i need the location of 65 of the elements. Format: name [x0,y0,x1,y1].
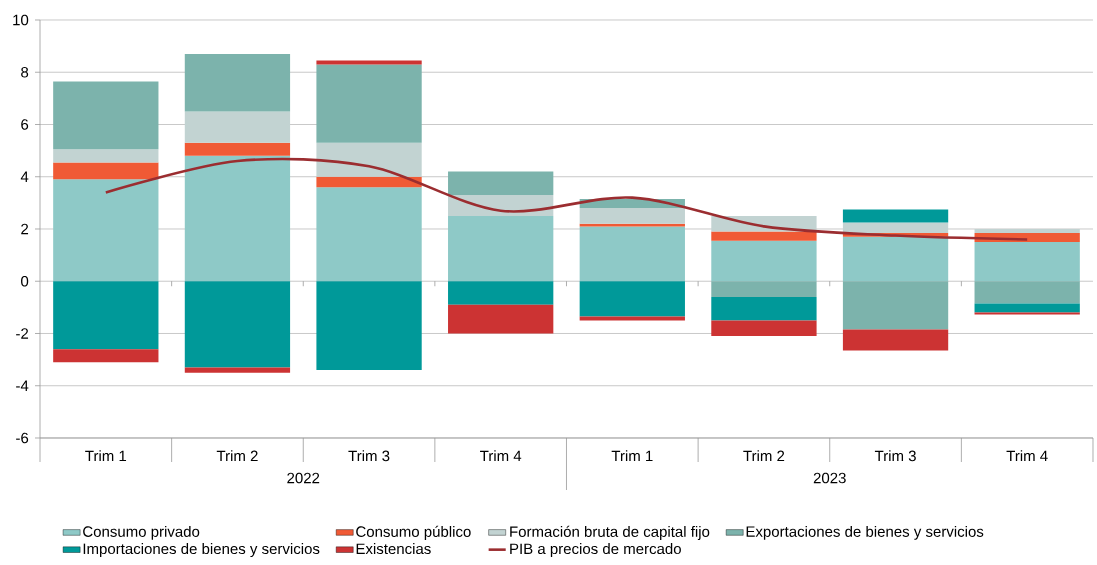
bar [711,281,817,297]
bar [711,240,817,282]
bar [53,162,159,180]
bar [448,215,554,282]
x-tick-label: Trim 1 [85,450,127,462]
bar [842,329,949,351]
bar [53,149,159,163]
bar [842,236,949,282]
bar [316,281,422,371]
bar [842,222,949,233]
bar [184,142,291,156]
legend-label: Existencias [356,543,431,555]
x-tick-label: Trim 1 [611,450,653,462]
bar [974,281,1080,304]
bar [184,367,291,373]
text: 2022 [287,472,320,484]
bar [448,304,554,334]
bar [184,53,291,112]
y-tick-label: 6 [21,119,29,130]
y-tick-label: -4 [16,380,29,391]
bar [316,176,422,188]
bar [316,187,422,282]
bar [53,349,159,363]
bar [974,242,1080,282]
bar [53,179,159,282]
bar [184,111,291,143]
bar [448,171,554,196]
x-tick-label: Trim 4 [480,450,522,462]
bar [842,281,949,330]
bar [53,281,159,350]
text: 2023 [813,472,846,484]
x-tick-label: Trim 2 [743,450,785,462]
bar [711,296,817,321]
bar [842,209,949,223]
y-tick-label: 0 [21,275,29,287]
bar [316,64,422,143]
y-tick-label: -2 [16,328,29,339]
y-tick-label: 8 [21,66,29,78]
bar [579,281,685,317]
x-tick-label: Trim 2 [216,450,258,462]
legend-label: Consumo privado [83,525,200,540]
bar [974,303,1080,313]
x-tick-label: Trim 3 [348,450,390,462]
y-tick-label: -6 [16,432,29,444]
bar [579,226,685,282]
legend-label: Exportaciones de bienes y servicios [746,525,984,540]
bar [184,281,291,368]
legend-label: Consumo público [356,525,471,540]
bar [974,229,1080,233]
bar [184,155,291,282]
bar [53,81,159,150]
y-tick-label: 2 [21,223,29,235]
x-tick-label: Trim 3 [874,450,916,462]
bar [711,231,817,241]
bar [316,60,422,65]
y-tick-label: 10 [13,14,29,26]
legend-label: Importaciones de bienes y servicios [83,543,320,558]
bar [316,142,422,177]
bar [711,320,817,337]
bar [448,281,554,305]
x-tick-label: Trim 4 [1006,450,1048,462]
bar [579,208,685,224]
legend-label: PIB a precios de mercado [510,543,681,558]
legend-label: Formación bruta de capital fijo [510,525,710,540]
y-tick-label: 4 [20,171,29,182]
